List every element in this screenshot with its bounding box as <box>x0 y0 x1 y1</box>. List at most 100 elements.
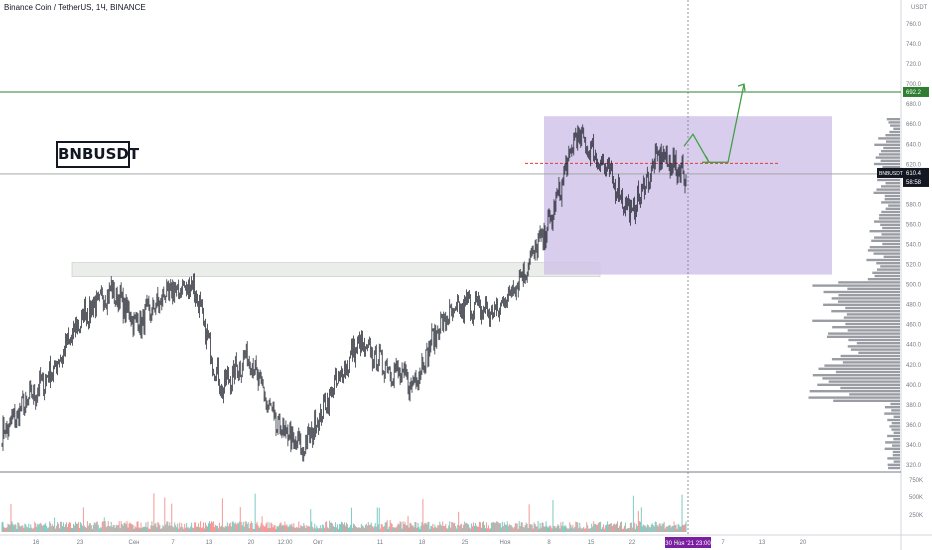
volume-bar <box>28 523 30 532</box>
volume-bar <box>71 528 73 532</box>
volume-bar <box>17 522 19 532</box>
volume-bar <box>498 523 500 532</box>
price-tick-label: 580.0 <box>906 202 922 208</box>
volume-bar <box>194 522 196 532</box>
volume-bar <box>192 527 194 532</box>
volume-bar <box>195 522 197 532</box>
volume-bar <box>271 523 273 532</box>
volume-bar <box>88 523 90 532</box>
price-tick-label: 560.0 <box>906 222 922 228</box>
volume-bar <box>164 497 166 532</box>
volume-bar <box>386 520 388 532</box>
volume-bar <box>74 521 76 532</box>
volume-bar <box>668 525 670 532</box>
support-zone[interactable] <box>71 262 601 277</box>
profile-bar <box>891 422 900 425</box>
volume-bar <box>368 524 370 532</box>
time-tick-label: 23 <box>77 540 84 546</box>
volume-bar <box>151 521 153 532</box>
ticker-annotation[interactable]: BNBUSDT <box>56 141 139 168</box>
volume-bar <box>304 525 306 532</box>
volume-bar <box>443 526 445 532</box>
volume-bar <box>296 526 298 532</box>
volume-bar <box>609 524 611 532</box>
volume-bar <box>453 523 455 532</box>
volume-bar <box>254 493 256 532</box>
volume-bar <box>659 523 661 532</box>
volume-bar <box>225 526 227 532</box>
volume-bar <box>65 524 67 532</box>
volume-bar <box>289 524 291 532</box>
volume-bar <box>323 525 325 532</box>
volume-bar <box>660 525 662 532</box>
volume-bar <box>355 527 357 532</box>
volume-bar <box>372 527 374 532</box>
volume-bar <box>268 522 270 532</box>
profile-bar <box>871 239 900 242</box>
volume-bar <box>278 525 280 532</box>
volume-bar <box>215 525 217 532</box>
volume-bar <box>519 525 521 532</box>
profile-bar <box>874 236 900 239</box>
volume-bar <box>180 527 182 532</box>
volume-bar <box>366 525 368 532</box>
profile-bar <box>869 246 900 249</box>
volume-bar <box>127 527 129 532</box>
volume-bar <box>331 522 333 532</box>
profile-bar <box>891 409 900 412</box>
volume-bar <box>608 524 610 532</box>
volume-bar <box>184 523 186 532</box>
volume-bar <box>140 522 142 532</box>
time-tick-label: 25 <box>462 540 469 546</box>
volume-bar <box>338 528 340 532</box>
volume-bar <box>568 528 570 532</box>
profile-bar <box>885 134 900 137</box>
volume-bar <box>237 523 239 532</box>
volume-bar <box>615 524 617 532</box>
price-tick-label: 480.0 <box>906 303 922 309</box>
volume-bar <box>209 523 211 532</box>
volume-bar <box>204 528 206 532</box>
volume-bar <box>310 509 312 532</box>
volume-bar <box>484 528 486 532</box>
price-axis[interactable]: USDT 760.0 740.0 720.0 700.0 680.0 660.0 640.0 6… <box>906 5 928 469</box>
profile-bar <box>848 338 900 342</box>
volume-bar <box>318 528 320 532</box>
volume-bar <box>495 521 497 532</box>
volume-bar <box>458 511 460 532</box>
symbol-badge-label: BNBUSDT <box>879 171 903 177</box>
volume-bar <box>613 524 615 532</box>
volume-bar <box>58 523 60 532</box>
profile-bar <box>886 118 900 121</box>
volume-bar <box>474 525 476 532</box>
volume-bar <box>614 523 616 532</box>
profile-bar <box>823 290 900 294</box>
time-tick-label: 12:00 <box>277 540 293 546</box>
volume-bar <box>10 503 12 532</box>
volume-bar <box>249 523 251 532</box>
volume-bar <box>504 524 506 532</box>
volume-bar <box>661 523 663 532</box>
time-axis[interactable]: 16 23 Сен 7 13 20 12:00 Окт 11 18 25 Ноя 8 15 22 29 7 13 2… <box>33 540 807 546</box>
volume-bar <box>91 528 93 532</box>
volume-bar <box>288 526 290 532</box>
volume-bar <box>592 526 594 532</box>
volume-bar <box>482 521 484 532</box>
volume-bar <box>675 524 677 532</box>
volume-bar <box>208 521 210 532</box>
volume-bar <box>566 527 568 532</box>
volume-bar <box>505 524 507 532</box>
volume-bar <box>523 527 525 532</box>
profile-bar <box>866 258 900 262</box>
volume-bar <box>380 523 382 532</box>
time-tick-label: Ноя <box>500 540 511 546</box>
volume-bar <box>246 524 248 532</box>
profile-bar <box>828 332 900 335</box>
volume-bar <box>629 522 631 532</box>
profile-bar <box>809 390 900 393</box>
volume-bar <box>95 522 97 532</box>
volume-bar <box>176 527 178 532</box>
volume-bar <box>493 522 495 532</box>
